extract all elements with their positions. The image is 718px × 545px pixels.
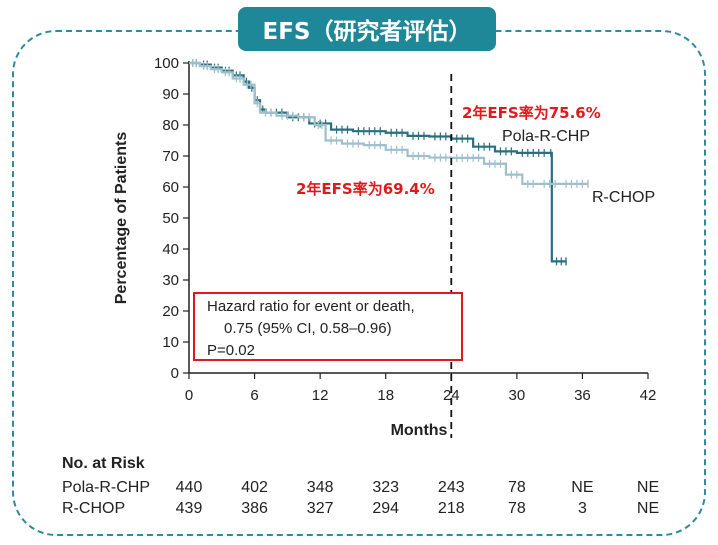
risk-value: NE bbox=[636, 500, 660, 517]
risk-value: 327 bbox=[306, 500, 334, 517]
risk-table-heading: No. at Risk bbox=[62, 455, 145, 472]
risk-value: 440 bbox=[175, 479, 203, 496]
x-tick-label: 18 bbox=[377, 387, 394, 404]
risk-value: 3 bbox=[577, 500, 587, 517]
risk-value: 402 bbox=[241, 479, 268, 496]
pola-2yr-annotation: 2年EFS率为75.6% bbox=[462, 104, 601, 122]
x-tick-label: 0 bbox=[185, 387, 193, 404]
risk-value: 323 bbox=[372, 479, 400, 496]
y-tick-label: 20 bbox=[162, 303, 179, 320]
y-axis-title: Percentage of Patients bbox=[113, 132, 130, 305]
risk-value: 218 bbox=[437, 500, 465, 517]
hazard-ratio-line2: 0.75 (95% CI, 0.58–0.96) bbox=[224, 320, 392, 337]
y-tick-label: 10 bbox=[162, 334, 179, 351]
series-line-pola-r-chp bbox=[189, 61, 567, 263]
y-tick-label: 70 bbox=[162, 148, 179, 165]
risk-value: NE bbox=[571, 479, 594, 496]
y-tick-label: 40 bbox=[162, 241, 179, 258]
risk-value: 386 bbox=[241, 500, 268, 517]
p-value: P=0.02 bbox=[207, 342, 255, 359]
legend-r-chop: R-CHOP bbox=[592, 189, 656, 206]
risk-value: 294 bbox=[372, 500, 400, 517]
y-tick-label: 50 bbox=[162, 210, 179, 227]
risk-value: 243 bbox=[437, 479, 465, 496]
rchop-2yr-annotation: 2年EFS率为69.4% bbox=[296, 180, 435, 198]
risk-value: 78 bbox=[507, 500, 526, 517]
risk-value: 348 bbox=[306, 479, 334, 496]
series-line-r-chop bbox=[189, 61, 588, 185]
risk-value: 439 bbox=[175, 500, 203, 517]
legend-pola-r-chp: Pola-R-CHP bbox=[502, 128, 591, 145]
y-tick-label: 0 bbox=[171, 365, 179, 382]
x-tick-label: 6 bbox=[250, 387, 258, 404]
risk-value: 78 bbox=[507, 479, 526, 496]
x-tick-label: 30 bbox=[509, 387, 526, 404]
risk-row-label: Pola-R-CHP bbox=[62, 479, 151, 496]
y-tick-label: 60 bbox=[162, 179, 179, 196]
y-tick-label: 90 bbox=[162, 86, 179, 103]
hazard-ratio-line1: Hazard ratio for event or death, bbox=[207, 298, 415, 315]
hazard-ratio-box: Hazard ratio for event or death, 0.75 (9… bbox=[193, 292, 463, 361]
x-tick-label: 12 bbox=[312, 387, 329, 404]
x-tick-label: 24 bbox=[443, 387, 460, 404]
y-tick-label: 30 bbox=[162, 272, 179, 289]
risk-row-label: R-CHOP bbox=[62, 500, 126, 517]
x-tick-label: 42 bbox=[640, 387, 657, 404]
y-tick-label: 100 bbox=[154, 55, 179, 72]
x-axis-title: Months bbox=[391, 422, 448, 439]
risk-value: NE bbox=[636, 479, 660, 496]
y-tick-label: 80 bbox=[162, 117, 179, 134]
x-tick-label: 36 bbox=[574, 387, 591, 404]
title-badge: EFS（研究者评估） bbox=[238, 7, 496, 51]
